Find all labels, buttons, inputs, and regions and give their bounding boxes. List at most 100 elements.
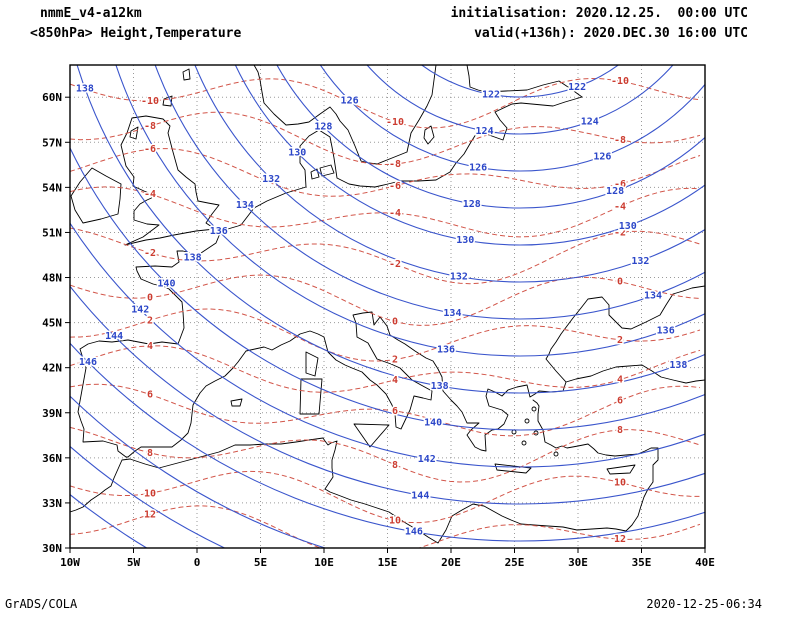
coastline-scandinavia xyxy=(253,65,437,165)
island-rhodes xyxy=(553,451,559,457)
coastlines xyxy=(70,65,705,544)
height-contour xyxy=(70,221,705,468)
temp-contour xyxy=(70,505,701,548)
height-contour xyxy=(390,0,650,60)
creation-timestamp: 2020-12-25-06:34 xyxy=(646,597,762,611)
island-gotland xyxy=(423,125,435,145)
height-contour-label: 122 xyxy=(482,89,500,100)
contour-labels: -10 -10 -10 -8 -8 -8 -6 -6 -6 -4 -4 -4 -2 -2 -2 0 0 0 2 2 2 4… xyxy=(74,75,688,547)
height-contour-label: 130 xyxy=(619,221,637,232)
height-contour-label: 138 xyxy=(431,381,449,392)
temp-contour-label: -2 xyxy=(389,259,401,270)
temp-contour-label: -4 xyxy=(144,189,156,200)
island-cyprus xyxy=(606,464,636,475)
height-contour xyxy=(76,65,705,394)
y-tick-label: 30N xyxy=(42,542,62,555)
temp-contour xyxy=(70,308,701,362)
temp-contour-label: 8 xyxy=(392,460,398,471)
y-tick-label: 48N xyxy=(42,272,62,285)
y-tick-label: 51N xyxy=(42,226,62,239)
height-contour-label: 128 xyxy=(606,186,624,197)
height-contour-label: 122 xyxy=(568,82,586,93)
temp-contour-label: 6 xyxy=(392,406,398,417)
temp-contour-label: -8 xyxy=(389,159,401,170)
height-contour-label: 134 xyxy=(443,308,461,319)
height-contour xyxy=(154,65,705,320)
island-orkney xyxy=(162,95,173,107)
temperature-contours xyxy=(70,77,701,548)
height-contour-label: 124 xyxy=(476,126,494,137)
grads-credit: GrADS/COLA xyxy=(5,597,78,611)
height-contour-label: 136 xyxy=(210,226,228,237)
temp-contour-label: 10 xyxy=(389,516,401,527)
x-tick-label: 20E xyxy=(441,556,461,569)
height-contour xyxy=(70,146,705,431)
height-contour-label: 136 xyxy=(657,325,675,336)
height-contour-label: 124 xyxy=(581,117,599,128)
temp-contour-label: 2 xyxy=(392,355,398,366)
temp-contour-label: 8 xyxy=(147,448,153,459)
height-contour-label: 126 xyxy=(341,95,359,106)
grid-lines xyxy=(70,65,705,548)
temp-contour xyxy=(70,470,701,524)
height-contour-label: 128 xyxy=(314,122,332,133)
temp-contour-label: 2 xyxy=(617,335,623,346)
temp-contour-label: -2 xyxy=(614,227,626,238)
island-funen xyxy=(310,168,320,180)
island-aegean-2 xyxy=(521,440,527,446)
island-sardinia xyxy=(299,378,323,415)
height-contour-label: 140 xyxy=(157,279,175,290)
island-lesbos xyxy=(531,406,537,412)
temp-contour-label: 8 xyxy=(617,425,623,436)
x-tick-label: 10W xyxy=(60,556,80,569)
temp-contour xyxy=(70,148,701,197)
field-title: <850hPa> Height,Temperature xyxy=(30,26,242,41)
temp-contour-label: -2 xyxy=(144,248,156,259)
x-tick-label: 10E xyxy=(314,556,334,569)
coastline-britain xyxy=(120,115,220,246)
island-corsica xyxy=(305,351,319,377)
height-contour-label: 134 xyxy=(644,291,662,302)
height-contour-label: 138 xyxy=(76,83,94,94)
temp-contour-label: 6 xyxy=(147,389,153,400)
axes: 10W 5W 0 5E 10E 15E 20E 25E 30E 35E 40E 60N 57N 54N 51… xyxy=(42,91,715,569)
height-contour-label: 146 xyxy=(79,357,97,368)
valid-time: valid(+136h): 2020.DEC.30 16:00 UTC xyxy=(474,26,748,41)
height-contour-label: 142 xyxy=(418,454,436,465)
height-contour-label: 132 xyxy=(262,174,280,185)
temp-contour xyxy=(70,186,701,238)
height-contour-label: 144 xyxy=(411,490,429,501)
height-contour xyxy=(276,65,705,209)
x-tick-label: 15E xyxy=(378,556,398,569)
temp-contour xyxy=(70,345,701,393)
temp-contour-label: -6 xyxy=(144,144,156,155)
y-tick-label: 39N xyxy=(42,407,62,420)
coastline-finland xyxy=(466,65,583,98)
height-contour-label: 138 xyxy=(184,252,202,263)
height-contour-label: 130 xyxy=(288,148,306,159)
y-tick-label: 57N xyxy=(42,136,62,149)
coastline-blacksea xyxy=(545,285,705,383)
temp-contour-label: 4 xyxy=(392,375,398,386)
y-tick-label: 45N xyxy=(42,317,62,330)
x-tick-label: 40E xyxy=(695,556,715,569)
temp-contour xyxy=(70,111,701,166)
temp-contour-label: -10 xyxy=(386,117,404,128)
height-contour-label: 136 xyxy=(437,345,455,356)
temp-contour-label: -8 xyxy=(144,121,156,132)
island-shetland xyxy=(182,68,191,81)
x-tick-label: 30E xyxy=(568,556,588,569)
height-contour-label: 130 xyxy=(456,235,474,246)
temp-contour xyxy=(70,383,701,437)
island-zealand xyxy=(319,164,335,177)
temp-contour-label: 0 xyxy=(617,277,623,288)
temp-contour-label: -4 xyxy=(389,208,401,219)
temp-contour-label: -6 xyxy=(389,181,401,192)
height-contour-label: 138 xyxy=(669,360,687,371)
coastline-ireland xyxy=(70,167,122,224)
height-contour-label: 126 xyxy=(593,151,611,162)
temp-contour xyxy=(70,77,701,129)
coastline-africa-levant xyxy=(70,399,659,544)
height-contour xyxy=(234,65,705,246)
height-contour-label: 144 xyxy=(105,331,123,342)
